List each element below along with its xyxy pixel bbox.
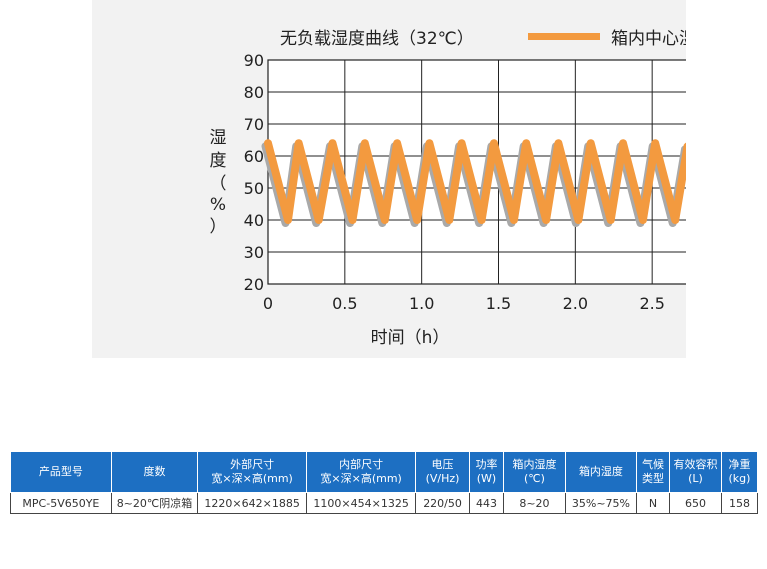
table-header-cell: 内部尺寸 宽×深×高(mm) — [306, 451, 417, 493]
table-header-text: (W) — [476, 472, 497, 485]
y-tick-labels: 90 80 70 60 50 40 30 20 — [244, 51, 264, 294]
table-header-text: 净重 — [728, 458, 751, 471]
x-tick-label: 2.0 — [563, 294, 588, 313]
table-header-text: 箱内湿度 — [512, 458, 557, 471]
table-header-cell: 电压 (V/Hz) — [415, 451, 470, 493]
table-header-cell: 有效容积 (L) — [668, 451, 722, 493]
series-line — [264, 139, 686, 224]
table-header-text: 箱内湿度 — [578, 465, 623, 478]
table-cell: 1220×642×1885 — [197, 492, 308, 514]
y-tick-label: 70 — [244, 115, 264, 134]
spec-table: 产品型号 度数 外部尺寸 宽×深×高(mm) 内部尺寸 宽×深×高(mm) 电压 (V/Hz)… — [10, 451, 759, 514]
table-header-cell: 外部尺寸 宽×深×高(mm) — [197, 451, 308, 493]
y-tick-label: 60 — [244, 147, 264, 166]
table-header-text: 电压 — [431, 458, 454, 471]
table-header-text: 外部尺寸 — [230, 458, 275, 471]
table-cell: 220/50 — [415, 492, 470, 514]
table-header-text: (V/Hz) — [425, 472, 460, 485]
x-tick-label: 0.5 — [332, 294, 357, 313]
table-cell: 158 — [720, 492, 759, 514]
y-axis-label-char: 度 — [210, 151, 227, 171]
table-cell: 1100×454×1325 — [306, 492, 417, 514]
y-axis-label-char: （ — [210, 174, 227, 194]
y-axis-label-char: ） — [210, 217, 227, 237]
x-tick-label: 1.5 — [486, 294, 511, 313]
table-row: MPC-5V650YE 8~20℃阴凉箱 1220×642×1885 1100×454… — [10, 492, 759, 514]
y-tick-label: 30 — [244, 243, 264, 262]
table-header-text: 产品型号 — [38, 465, 83, 478]
table-header-cell: 度数 — [110, 451, 199, 493]
table-header-text: 内部尺寸 — [339, 458, 384, 471]
y-tick-label: 90 — [244, 51, 264, 70]
table-header-text: 类型 — [641, 472, 664, 485]
x-tick-label: 1.0 — [409, 294, 434, 313]
table-cell: 650 — [668, 492, 722, 514]
table-header-row: 产品型号 度数 外部尺寸 宽×深×高(mm) 内部尺寸 宽×深×高(mm) 电压 (V/Hz)… — [10, 451, 759, 493]
table-header-text: (℃) — [523, 472, 545, 485]
chart-title: 无负载湿度曲线（32℃） — [280, 29, 474, 49]
table-header-cell: 产品型号 — [10, 451, 112, 493]
table-header-text: 度数 — [143, 465, 166, 478]
table-cell: MPC-5V650YE — [10, 492, 112, 514]
series — [261, 139, 686, 227]
table-header-cell: 箱内湿度 — [564, 451, 637, 493]
table-header-cell: 功率 (W) — [468, 451, 505, 493]
table-header-cell: 箱内湿度 (℃) — [503, 451, 566, 493]
table-header-text: 宽×深×高(mm) — [211, 472, 293, 485]
x-tick-labels: 00.51.01.52.02.53.0 — [263, 294, 665, 313]
table-header-text: (L) — [688, 472, 703, 485]
y-axis-label-char: % — [210, 195, 226, 215]
y-axis-label: 湿 度 （ % ） — [210, 128, 227, 237]
table-cell: N — [635, 492, 670, 514]
table-body: MPC-5V650YE 8~20℃阴凉箱 1220×642×1885 1100×454… — [10, 492, 759, 514]
table-header-text: 宽×深×高(mm) — [320, 472, 402, 485]
table-cell: 443 — [468, 492, 505, 514]
table-header-text: 有效容积 — [673, 458, 718, 471]
x-axis-label: 时间（h） — [371, 328, 450, 348]
table-header-cell: 净重 (kg) — [720, 451, 759, 493]
y-tick-label: 80 — [244, 83, 264, 102]
table-cell: 8~20℃阴凉箱 — [110, 492, 199, 514]
y-axis-label-char: 湿 — [210, 128, 227, 148]
table-header-text: 功率 — [475, 458, 498, 471]
table-header-text: (kg) — [728, 472, 751, 485]
x-tick-label: 0 — [263, 294, 273, 313]
y-tick-label: 20 — [244, 275, 264, 294]
table-header-text: 气候 — [641, 458, 664, 471]
x-tick-label: 2.5 — [639, 294, 664, 313]
table-cell: 8~20 — [503, 492, 566, 514]
table-header-cell: 气候 类型 — [635, 451, 670, 493]
table-cell: 35%~75% — [564, 492, 637, 514]
legend-swatch — [528, 33, 600, 40]
y-tick-label: 50 — [244, 179, 264, 198]
y-tick-label: 40 — [244, 211, 264, 230]
